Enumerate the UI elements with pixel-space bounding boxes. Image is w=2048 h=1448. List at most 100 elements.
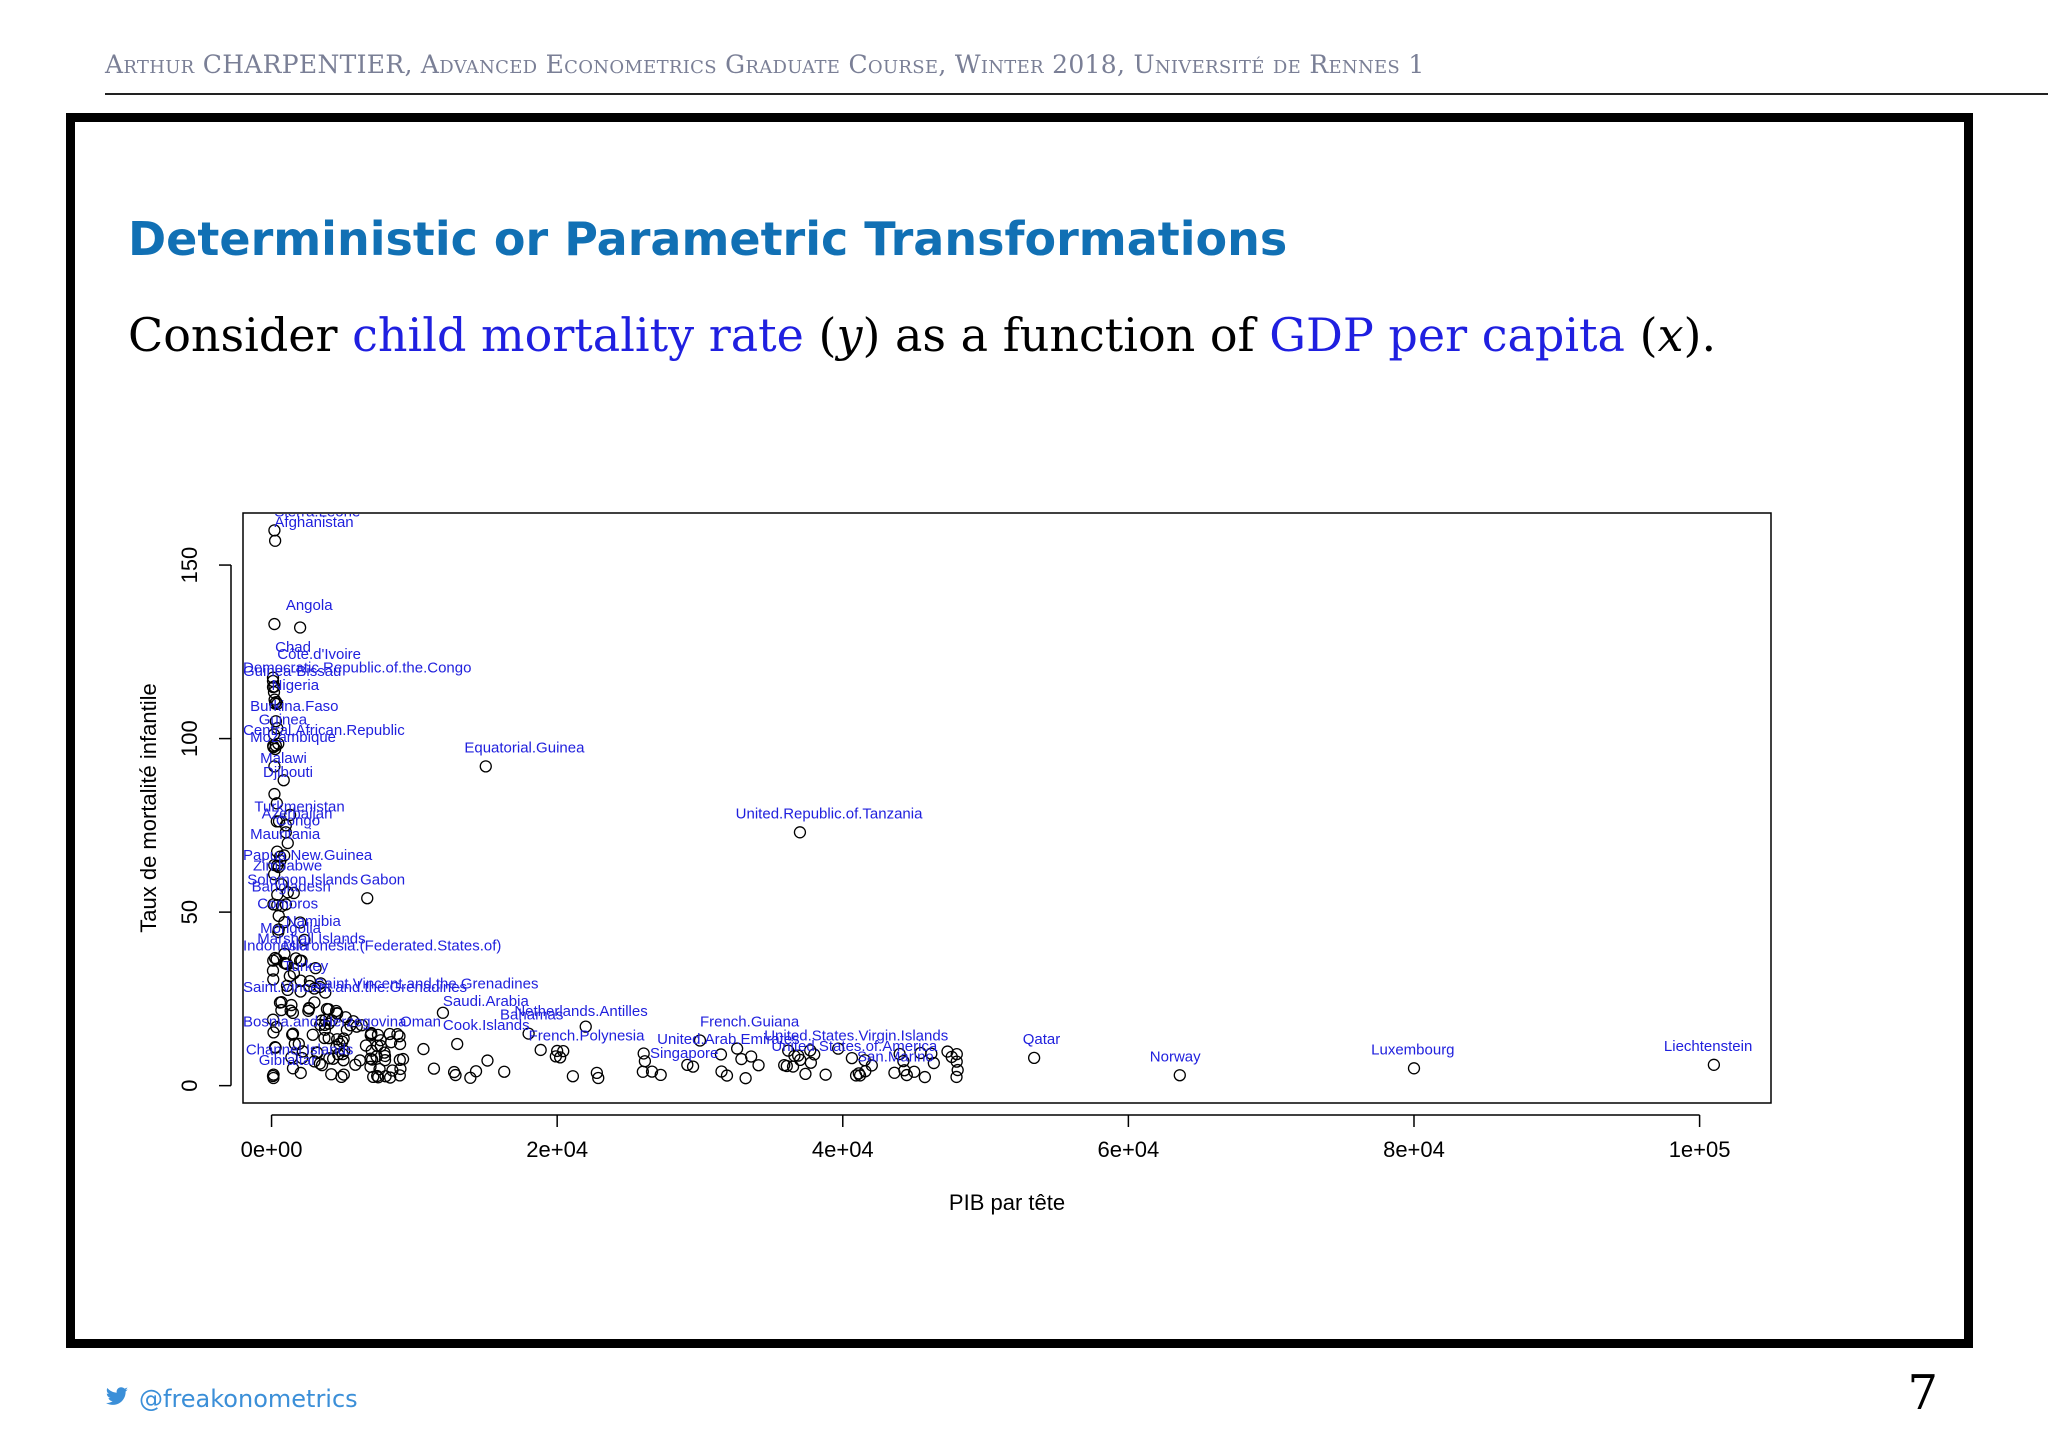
data-point [294, 985, 307, 998]
sentence-part: ( [1624, 308, 1658, 362]
point-label: Azerbaijan [262, 805, 333, 822]
data-point [266, 671, 280, 684]
data-point [281, 836, 294, 850]
point-label: Micronesia.(Federated.States.of) [283, 937, 501, 954]
point-label: Turkey [283, 958, 329, 975]
point-label: Qatar [1023, 1031, 1061, 1048]
x-tick-label: 8e+04 [1383, 1137, 1445, 1162]
data-point [272, 909, 285, 922]
x-axis-label: PIB par tête [949, 1190, 1065, 1215]
header-rule [105, 93, 2048, 95]
point-label: French.Guiana [700, 1014, 800, 1031]
data-point [268, 617, 281, 631]
sentence-part: ( [803, 308, 837, 362]
data-point [436, 1006, 450, 1019]
data-point [295, 954, 308, 967]
sentence-part: ) as a function of [862, 308, 1270, 362]
page-number: 7 [1907, 1365, 1938, 1421]
data-point [383, 1027, 396, 1041]
data-point [794, 1053, 807, 1067]
sentence-part: Consider [128, 308, 353, 362]
data-point [364, 1052, 377, 1065]
data-point [277, 774, 290, 787]
data-point [272, 925, 285, 939]
data-point [793, 826, 807, 839]
data-point [950, 1070, 963, 1084]
point-label: Nigeria [272, 677, 320, 694]
data-point [361, 892, 374, 905]
data-point [337, 1068, 350, 1081]
data-point [378, 1049, 392, 1063]
point-label: United.Republic.of.Tanzania [736, 805, 923, 822]
y-variable-term: child mortality rate [352, 308, 804, 362]
point-label: Equatorial.Guinea [464, 739, 585, 756]
data-point [309, 961, 322, 975]
data-point [270, 1020, 283, 1034]
data-point [654, 1068, 667, 1082]
point-label: Turkmenistan [254, 798, 344, 815]
data-point [941, 1045, 954, 1058]
data-point [332, 1048, 345, 1061]
data-point [549, 1050, 562, 1063]
data-point [335, 1070, 348, 1084]
data-point [298, 933, 311, 947]
point-label: French.Polynesia [529, 1028, 646, 1045]
point-label: Djibouti [263, 764, 313, 781]
data-point [272, 737, 285, 750]
data-point [592, 1071, 605, 1085]
data-point [266, 1069, 280, 1083]
data-point [522, 1027, 535, 1040]
footer-twitter-handle[interactable]: @freakonometrics [105, 1385, 358, 1413]
point-label: Singapore [650, 1045, 718, 1062]
data-point [417, 1042, 430, 1056]
data-point [799, 1067, 812, 1081]
point-label: Bahamas [500, 1007, 563, 1024]
data-point [739, 1072, 752, 1085]
point-label: Luxembourg [1371, 1041, 1454, 1058]
data-point [897, 1054, 910, 1068]
data-point [330, 1040, 343, 1054]
point-label: Namibia [286, 913, 342, 930]
data-point [325, 1068, 338, 1081]
data-point [479, 760, 492, 773]
point-label: Burkina.Faso [250, 698, 338, 715]
data-point [379, 1070, 392, 1083]
data-point [285, 998, 298, 1012]
point-label: Bosnia.and.Herzegovina [243, 1014, 407, 1031]
point-label: Bangladesh [252, 878, 331, 895]
point-label: Norway [1150, 1048, 1201, 1065]
point-label: Oman [400, 1014, 441, 1031]
data-point [340, 1023, 354, 1037]
point-label: Gabon [360, 871, 405, 888]
y-axis: 0 50 100 150 [177, 547, 232, 1092]
data-point [1407, 1062, 1421, 1075]
data-point [349, 1058, 362, 1071]
data-point [268, 868, 281, 881]
twitter-handle-text: @freakonometrics [139, 1385, 358, 1413]
data-point [638, 1055, 652, 1068]
data-point [819, 1068, 832, 1081]
sentence-part: ). [1683, 308, 1717, 362]
data-point [284, 1004, 297, 1017]
data-point [579, 1020, 592, 1033]
data-point [396, 1052, 410, 1066]
data-point [315, 1058, 329, 1072]
data-point [534, 1043, 547, 1057]
data-point [714, 1048, 728, 1061]
data-point [303, 974, 317, 988]
data-point [551, 1044, 564, 1058]
data-point [319, 1013, 332, 1027]
data-point [645, 1065, 659, 1078]
data-point [318, 1018, 331, 1032]
data-point [318, 1023, 332, 1036]
point-label: Mongolia [260, 920, 322, 937]
point-label: Zimbabwe [253, 857, 322, 874]
data-point [267, 898, 280, 911]
data-point [266, 680, 280, 694]
data-point [293, 916, 307, 929]
data-point [845, 1051, 859, 1065]
data-point [270, 815, 283, 828]
data-point [302, 1004, 315, 1017]
point-label: Congo [276, 812, 320, 829]
